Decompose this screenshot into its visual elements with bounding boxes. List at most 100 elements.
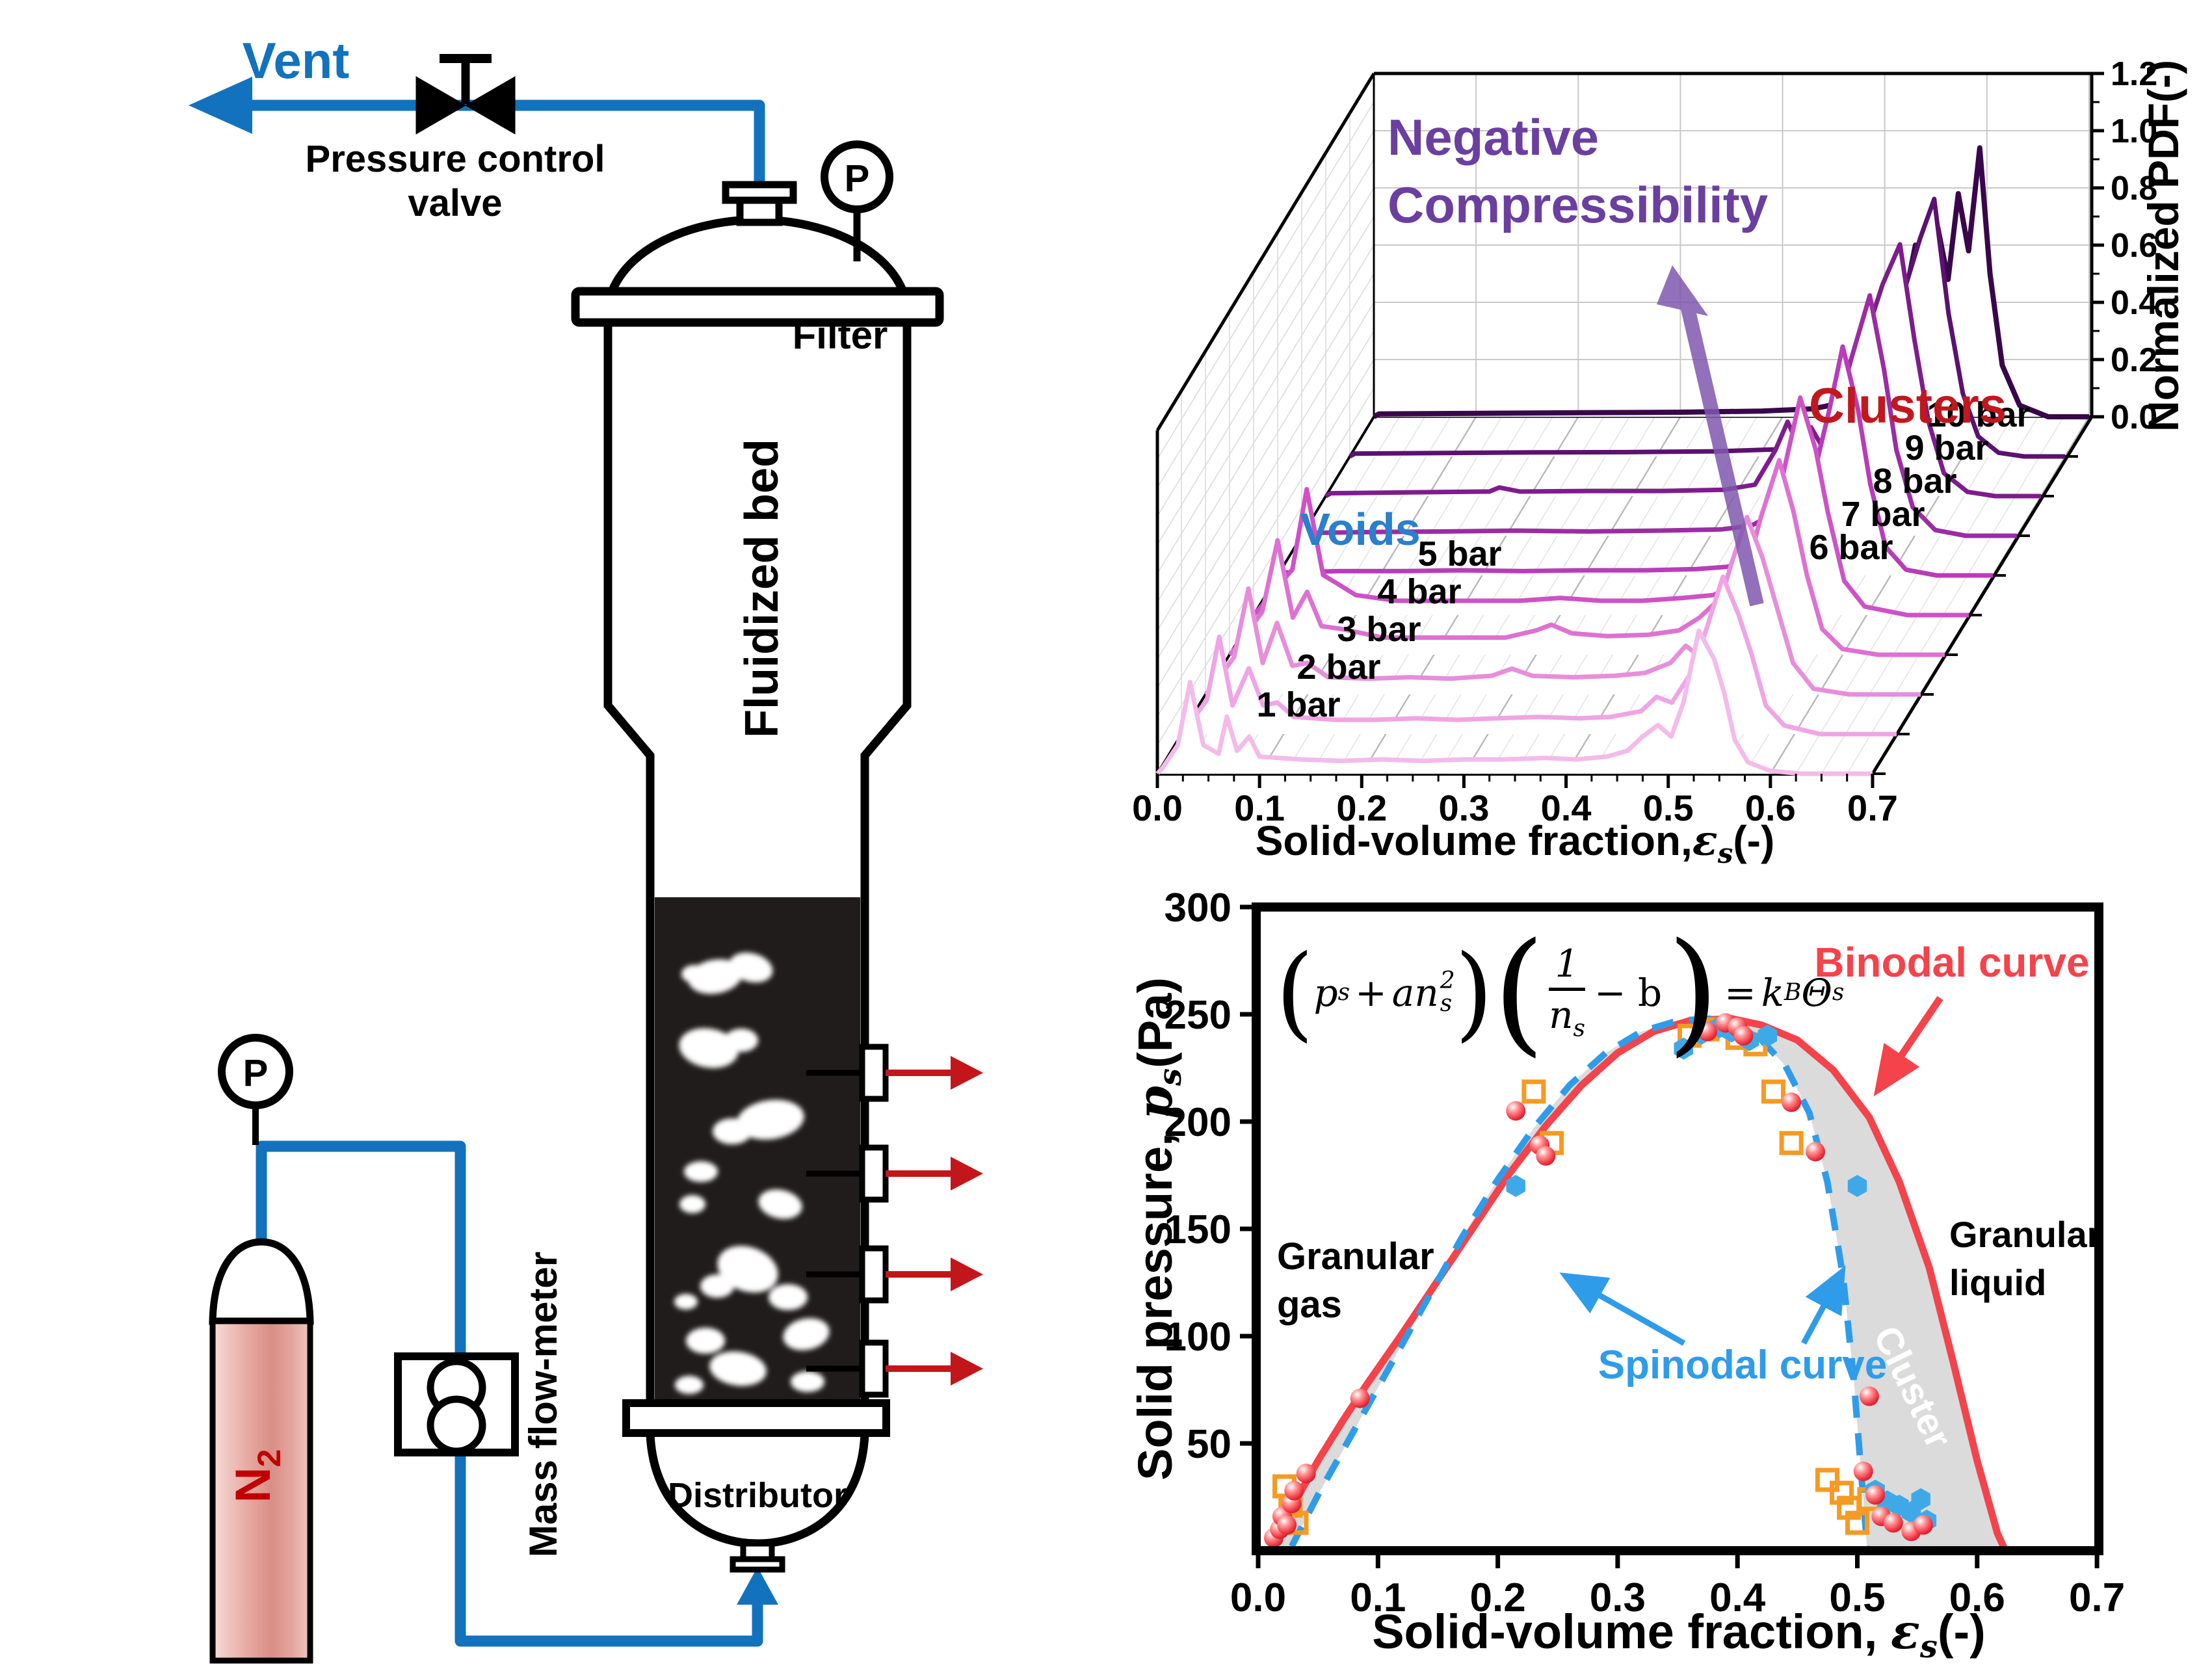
floor-major-line (1565, 416, 1784, 774)
bar-label-4: 4 bar (1377, 572, 1461, 611)
waterfall-xaxis-title-text: Solid-volume fraction, (1256, 817, 1692, 864)
orange-square-marker (1845, 1510, 1869, 1535)
filter-label: Filter (793, 313, 888, 357)
binodal-curve (1269, 1015, 2007, 1550)
red-sphere-marker (1782, 1092, 1802, 1112)
sampling-port (806, 1245, 983, 1304)
leftwall-slant-line (1157, 244, 1375, 603)
bed-bubbles (674, 952, 830, 1394)
sampling-port (806, 1044, 983, 1102)
ps-sub: s (1152, 1068, 1189, 1086)
x-tick-label: 0.2 (1469, 1575, 1525, 1620)
clusters-label: Clusters (1809, 378, 2007, 434)
ps-symbol: p (1127, 1086, 1183, 1120)
mass-flow-meter-label: Mass flow-meter (521, 1252, 565, 1557)
leftwall-slant-line (1157, 101, 1375, 460)
floor-minor-line (1386, 416, 1605, 774)
epsilon-symbol: ε (1891, 1604, 1920, 1660)
red-sphere-marker (1277, 1515, 1297, 1535)
z-tick-label: 0.0 (2111, 399, 2157, 436)
metastable-band (1272, 1018, 2004, 1547)
phase-xaxis-title-units: (-) (1938, 1605, 1986, 1659)
red-sphere-marker (1284, 1480, 1304, 1501)
leftwall-slant-line (1157, 187, 1375, 546)
red-sphere-marker (1698, 1021, 1718, 1042)
floor-major-line (1361, 416, 1579, 774)
inlet-arrowhead-icon (737, 1567, 778, 1605)
bar-label-2: 2 bar (1297, 648, 1380, 687)
z-tick-label: 1.0 (2111, 112, 2157, 150)
vent-label: Vent (243, 32, 350, 89)
pressure-control-valve-label-1: Pressure control (306, 138, 605, 180)
floor-minor-line (1284, 416, 1503, 774)
blue-hexagon-marker (1506, 1175, 1525, 1197)
gauge-bottom-label: P (243, 1052, 269, 1094)
orange-square-marker (1815, 1467, 1839, 1492)
bar-label-3: 3 bar (1337, 610, 1421, 649)
red-sphere-marker (1296, 1464, 1316, 1484)
granular-gas-label-1: Granular (1277, 1235, 1434, 1278)
blue-hexagon-marker (1847, 1175, 1867, 1197)
epsilon-sub: s (1919, 1629, 1938, 1665)
floor-minor-line (1489, 416, 1707, 774)
leftwall-slant-line (1157, 216, 1375, 574)
x-tick-label: 0.4 (1541, 787, 1592, 828)
red-sphere-marker (1859, 1386, 1879, 1406)
phase-xaxis-title: Solid-volume fraction, εs(-) (1372, 1604, 1986, 1665)
blue-hexagon-marker (1758, 1025, 1777, 1047)
red-sphere-marker (1883, 1513, 1903, 1533)
series-1-bar (1155, 628, 1873, 776)
x-tick-label: 0.0 (1132, 787, 1183, 828)
port-arrow-icon (951, 1157, 983, 1191)
phase-yaxis-title-text: Solid pressure, (1128, 1120, 1182, 1480)
x-tick-label: 0.6 (1745, 787, 1796, 828)
x-tick-label: 0.4 (1709, 1575, 1766, 1620)
leftwall-slant-line (1157, 388, 1375, 746)
floor-minor-line (1847, 416, 2064, 774)
bar-label-8: 8 bar (1873, 462, 1956, 501)
phase-curves (1269, 1015, 2007, 1550)
sampling-port (806, 1339, 983, 1398)
floor-minor-line (1412, 416, 1630, 774)
gauge-top-label: P (845, 157, 870, 200)
phase-xaxis-title-text: Solid-volume fraction, (1372, 1605, 1891, 1659)
n2-subscript: 2 (251, 1449, 287, 1467)
orange-square-marker (1779, 1131, 1804, 1155)
spinodal-callout-arrow-right-icon (1801, 1265, 1846, 1345)
blue-hexagon-marker (1911, 1488, 1930, 1510)
y-tick-label: 50 (1187, 1422, 1231, 1467)
orange-square-marker (1830, 1480, 1854, 1505)
waterfall-xaxis-title-units: (-) (1733, 817, 1774, 864)
red-sphere-marker (1733, 1026, 1754, 1046)
pressure-gauge-top-icon (821, 140, 893, 213)
red-sphere-marker (1536, 1146, 1556, 1166)
spinodal-callout-arrow-left-icon (1559, 1272, 1686, 1346)
red-sphere-marker (1865, 1485, 1886, 1505)
n2-cylinder-dome (209, 1238, 314, 1325)
spinodal-curve-label: Spinodal curve (1598, 1343, 1887, 1388)
bar-label-6: 6 bar (1809, 528, 1893, 567)
y-tick-label: 300 (1165, 886, 1231, 930)
vessel-nozzle-flange (722, 181, 797, 204)
x-tick-label: 0.1 (1234, 787, 1285, 828)
floor-minor-line (1514, 416, 1732, 774)
red-sphere-marker (1913, 1515, 1933, 1535)
negative-compressibility-arrow-icon (1657, 265, 1764, 607)
x-tick-label: 0.7 (2069, 1575, 2125, 1620)
x-tick-label: 0.5 (1643, 787, 1694, 828)
bar-label-5: 5 bar (1417, 534, 1501, 573)
bar-label-7: 7 bar (1841, 495, 1925, 534)
metastable-region (1272, 1018, 2004, 1547)
granular-liquid-label-2: liquid (1949, 1262, 2046, 1303)
bar-label-1: 1 bar (1256, 685, 1340, 724)
bar-label-10: 10 bar (1927, 395, 2030, 434)
x-tick-label: 0.5 (1829, 1575, 1885, 1620)
floor-major-line (1463, 416, 1681, 774)
epsilon-symbol: ε (1692, 817, 1718, 865)
port-arrow-icon (951, 1056, 983, 1090)
y-tick-label: 250 (1165, 993, 1231, 1038)
z-tick-label: 0.6 (2111, 227, 2157, 265)
z-tick-label: 1.2 (2111, 55, 2157, 93)
distributor-flange (622, 1399, 890, 1437)
negative-compressibility-label-1: Negative (1388, 109, 1599, 166)
